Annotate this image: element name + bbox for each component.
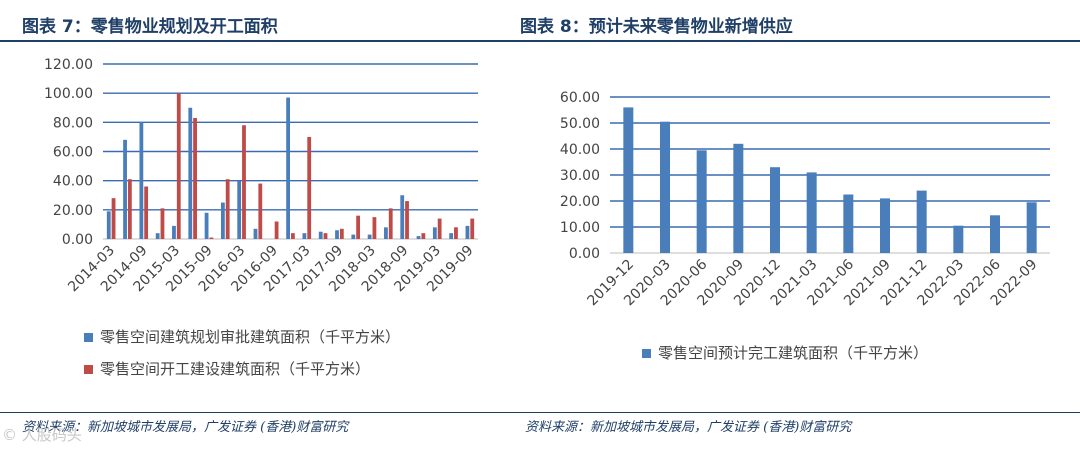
left-bar-series2 [176,93,181,240]
right-bar-series1 [1026,202,1037,253]
left-bar-series1 [465,225,470,239]
left-bar-series1 [155,233,160,239]
right-legend-swatch [642,349,651,358]
left-y-tick-label: 20.00 [53,203,93,219]
left-legend-swatch [84,365,93,374]
left-y-tick-label: 0.00 [62,232,93,248]
left-bar-series2 [193,117,197,239]
right-legend-label: 零售空间预计完工建筑面积（千平方米） [658,344,928,362]
left-bar-series1 [286,97,290,240]
left-bar-series2 [421,233,426,239]
left-bar-series1 [416,236,421,239]
left-bar-series1 [449,233,454,239]
left-source-note: 资料来源：新加坡城市发展局，广发证券 (香港)财富研究 [22,420,349,435]
left-legend-label: 零售空间建筑规划审批建筑面积（千平方米） [100,328,400,346]
left-bar-series1 [318,231,323,239]
right-bar-series1 [953,225,964,253]
right-bar-series1 [660,121,670,253]
right-bar-series1 [806,172,817,253]
right-bar-series1 [733,143,744,253]
right-y-tick-label: 40.00 [560,142,600,158]
left-y-tick-label: 120.00 [44,57,93,73]
left-bar-series1 [384,227,388,239]
right-bar-series1 [880,198,890,253]
left-y-tick-label: 80.00 [53,115,93,131]
left-chart-panel: 图表 7：零售物业规划及开工面积 0.00 20.00 40.00 60.00 80.0… [0,0,520,450]
right-bar-series1 [916,190,927,253]
right-y-tick-label: 10.00 [560,220,600,236]
left-bar-series2 [388,208,393,239]
left-bar-series1 [335,230,339,239]
right-bar-series1 [843,194,854,253]
left-bar-series2 [454,227,458,239]
right-source-note: 资料来源：新加坡城市发展局，广发证券 (香港)财富研究 [525,420,852,435]
right-y-tick-label: 0.00 [569,246,600,262]
right-bar-series1 [770,167,780,253]
left-bar-series2 [405,201,409,239]
right-bar-series1 [623,107,634,254]
left-bar-series1 [204,212,209,239]
right-title-rule [520,40,1080,42]
left-bar-series1 [220,202,225,239]
left-y-tick-label: 40.00 [53,174,93,190]
left-bar-series2 [111,198,116,239]
right-y-tick-label: 50.00 [560,116,600,132]
left-chart-svg: 0.0020.0040.0060.0080.00100.00120.002014… [44,57,478,378]
left-bar-series2 [242,125,246,239]
left-chart-title: 图表 7：零售物业规划及开工面积 [22,17,278,37]
left-bar-series1 [188,107,193,239]
right-y-tick-label: 60.00 [560,90,600,106]
left-bar-series1 [237,180,242,239]
left-legend-swatch [84,333,93,342]
left-bar-series2 [437,218,442,239]
left-bar-series2 [274,221,279,239]
left-legend-label: 零售空间开工建设建筑面积（千平方米） [100,360,370,378]
left-bar-series2 [307,136,312,239]
left-bar-series2 [209,237,214,239]
left-bar-series1 [351,234,356,239]
left-bar-series1 [367,234,372,239]
left-bar-series1 [400,195,405,239]
left-y-tick-label: 60.00 [53,145,93,161]
left-bar-series1 [432,227,437,239]
left-bar-series2 [258,183,263,239]
right-bar-series1 [990,215,1000,253]
right-y-tick-label: 20.00 [560,194,600,210]
left-bar-series2 [160,208,165,239]
watermark-text: © 人股码头 [2,426,82,444]
left-bar-series1 [123,139,127,239]
left-bar-series2 [470,218,475,239]
right-y-tick-label: 30.00 [560,168,600,184]
left-bar-series2 [356,215,361,239]
left-bar-series1 [106,211,111,239]
left-bar-series2 [372,217,377,239]
right-bar-series1 [696,150,707,253]
left-y-tick-label: 100.00 [44,86,93,102]
left-bar-series2 [127,179,132,239]
right-chart-panel: 图表 8：预计未来零售物业新增供应 0.00 10.00 20.00 30.00 40.… [520,0,1080,450]
left-bar-series2 [144,186,149,239]
left-bar-series1 [302,233,307,239]
left-bar-series1 [139,122,144,239]
source-rule [0,412,1080,413]
left-bar-series2 [291,233,295,239]
right-chart-title: 图表 8：预计未来零售物业新增供应 [520,17,793,37]
right-chart-svg: 0.0010.0020.0030.0040.0050.0060.002019-1… [560,90,1050,362]
left-bar-series2 [225,179,230,239]
left-title-rule [0,40,520,42]
left-bar-series1 [172,225,176,239]
left-bar-series2 [323,233,328,239]
left-bar-series2 [339,228,344,239]
left-bar-series1 [253,228,258,239]
